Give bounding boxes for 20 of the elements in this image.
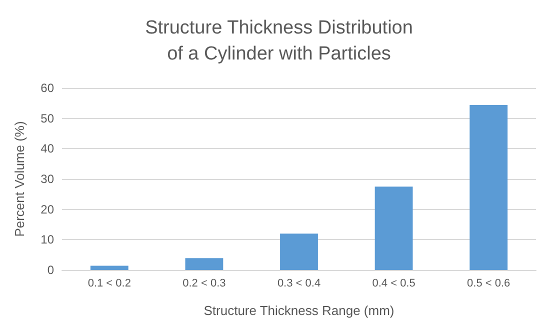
x-tick-label: 0.5 < 0.6: [467, 278, 510, 290]
x-tick-label: 0.3 < 0.4: [277, 278, 321, 290]
x-tick-label: 0.4 < 0.5: [372, 278, 416, 290]
y-tick-label: 10: [40, 232, 54, 247]
y-tick-label: 50: [40, 111, 54, 126]
y-tick-label: 20: [40, 202, 54, 216]
bar: [280, 234, 318, 270]
y-axis-title: Percent Volume (%): [12, 121, 27, 237]
chart-title: Structure Thickness Distribution of a Cylinder with Particles: [145, 18, 413, 64]
y-tick-label: 40: [40, 142, 54, 156]
bar: [470, 104, 508, 270]
bar: [90, 266, 128, 270]
bar: [374, 186, 413, 270]
y-tick-label: 30: [40, 172, 54, 186]
y-tick-label: 60: [40, 81, 54, 95]
y-tick-label: 0: [47, 263, 54, 277]
x-tick-label: 0.1 < 0.2: [88, 278, 131, 290]
x-axis-title: Structure Thickness Range (mm): [204, 303, 394, 318]
x-tick-label: 0.2 < 0.3: [182, 278, 226, 290]
bar: [185, 258, 224, 270]
